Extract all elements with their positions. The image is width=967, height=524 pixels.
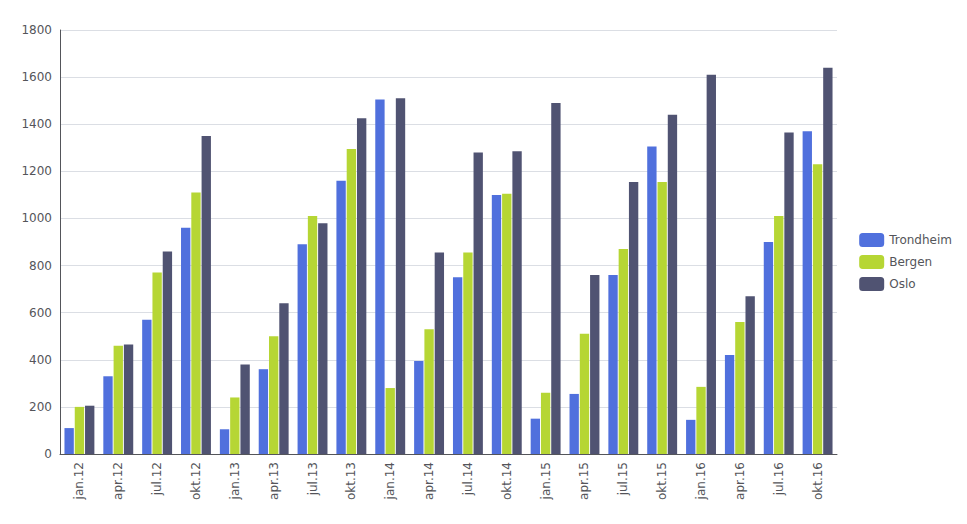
svg-text:600: 600: [29, 306, 52, 320]
svg-text:1400: 1400: [21, 117, 52, 131]
svg-text:jan.14: jan.14: [383, 462, 397, 500]
svg-text:jul.16: jul.16: [772, 462, 786, 496]
svg-text:jul.15: jul.15: [616, 462, 630, 496]
svg-text:800: 800: [29, 259, 52, 273]
svg-text:apr.16: apr.16: [733, 462, 747, 500]
svg-text:jan.12: jan.12: [72, 462, 86, 500]
svg-text:okt.14: okt.14: [500, 462, 514, 500]
svg-text:1600: 1600: [21, 70, 52, 84]
svg-text:apr.12: apr.12: [111, 462, 125, 500]
svg-text:apr.15: apr.15: [577, 462, 591, 500]
svg-text:0: 0: [44, 447, 52, 461]
svg-text:400: 400: [29, 353, 52, 367]
svg-text:okt.15: okt.15: [655, 462, 669, 500]
svg-text:1800: 1800: [21, 23, 52, 37]
svg-text:jul.12: jul.12: [150, 462, 164, 496]
svg-text:jan.16: jan.16: [694, 462, 708, 500]
svg-text:Trondheim: Trondheim: [888, 233, 952, 247]
svg-text:okt.16: okt.16: [811, 462, 825, 500]
svg-text:jul.14: jul.14: [461, 462, 475, 496]
svg-text:Oslo: Oslo: [889, 277, 915, 291]
svg-text:apr.13: apr.13: [267, 462, 281, 500]
svg-text:1000: 1000: [21, 211, 52, 225]
svg-text:jan.15: jan.15: [539, 462, 553, 500]
svg-text:jan.13: jan.13: [228, 462, 242, 500]
svg-text:Bergen: Bergen: [889, 255, 932, 269]
svg-text:1200: 1200: [21, 164, 52, 178]
svg-text:okt.13: okt.13: [344, 462, 358, 500]
svg-text:okt.12: okt.12: [189, 462, 203, 500]
svg-text:apr.14: apr.14: [422, 462, 436, 500]
svg-text:200: 200: [29, 400, 52, 414]
svg-text:jul.13: jul.13: [306, 462, 320, 496]
